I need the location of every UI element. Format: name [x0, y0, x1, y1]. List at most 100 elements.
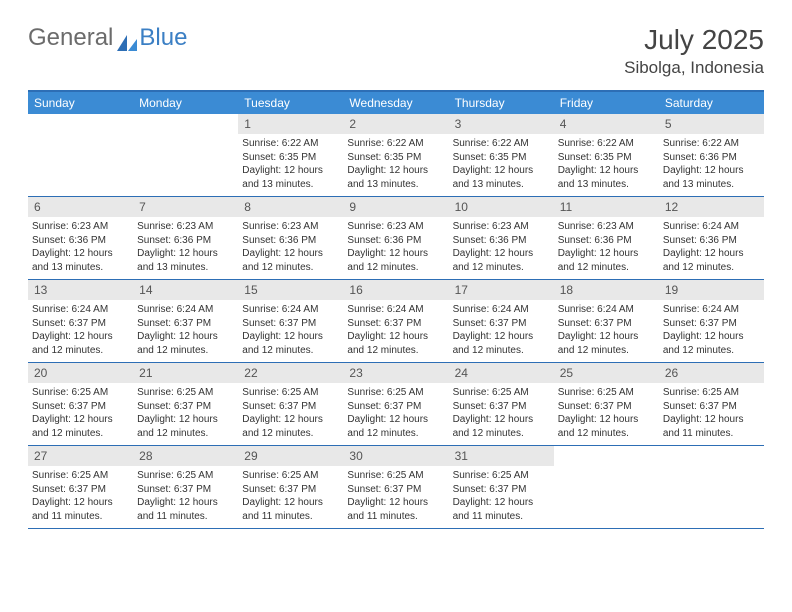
weekday-header: Friday [554, 92, 659, 114]
sunset-line: Sunset: 6:37 PM [32, 400, 129, 414]
day-body: Sunrise: 6:22 AMSunset: 6:36 PMDaylight:… [659, 134, 764, 195]
empty-day-cell [659, 446, 764, 528]
day-body: Sunrise: 6:25 AMSunset: 6:37 PMDaylight:… [343, 383, 448, 444]
day-cell: 9Sunrise: 6:23 AMSunset: 6:36 PMDaylight… [343, 197, 448, 279]
sunrise-line: Sunrise: 6:24 AM [453, 303, 550, 317]
day-body: Sunrise: 6:23 AMSunset: 6:36 PMDaylight:… [343, 217, 448, 278]
day-number: 7 [133, 197, 238, 217]
day-number: 13 [28, 280, 133, 300]
day-cell: 2Sunrise: 6:22 AMSunset: 6:35 PMDaylight… [343, 114, 448, 196]
daylight-line: Daylight: 12 hours and 12 minutes. [453, 247, 550, 274]
sunset-line: Sunset: 6:37 PM [242, 483, 339, 497]
sunset-line: Sunset: 6:37 PM [558, 317, 655, 331]
day-cell: 24Sunrise: 6:25 AMSunset: 6:37 PMDayligh… [449, 363, 554, 445]
sunset-line: Sunset: 6:36 PM [242, 234, 339, 248]
sunset-line: Sunset: 6:36 PM [347, 234, 444, 248]
day-body: Sunrise: 6:25 AMSunset: 6:37 PMDaylight:… [238, 383, 343, 444]
day-cell: 21Sunrise: 6:25 AMSunset: 6:37 PMDayligh… [133, 363, 238, 445]
sunrise-line: Sunrise: 6:24 AM [242, 303, 339, 317]
daylight-line: Daylight: 12 hours and 12 minutes. [663, 330, 760, 357]
day-body: Sunrise: 6:25 AMSunset: 6:37 PMDaylight:… [554, 383, 659, 444]
sunrise-line: Sunrise: 6:25 AM [242, 469, 339, 483]
day-cell: 23Sunrise: 6:25 AMSunset: 6:37 PMDayligh… [343, 363, 448, 445]
day-number: 2 [343, 114, 448, 134]
empty-day-cell [554, 446, 659, 528]
sunrise-line: Sunrise: 6:23 AM [558, 220, 655, 234]
sunset-line: Sunset: 6:37 PM [663, 400, 760, 414]
daylight-line: Daylight: 12 hours and 12 minutes. [558, 247, 655, 274]
week-row: 1 Sunrise: 6:22 AMSunset: 6:35 PMDaylight… [28, 114, 764, 197]
day-cell: 13Sunrise: 6:24 AMSunset: 6:37 PMDayligh… [28, 280, 133, 362]
daylight-line: Daylight: 12 hours and 12 minutes. [453, 413, 550, 440]
weekday-header: Saturday [659, 92, 764, 114]
day-body: Sunrise: 6:25 AMSunset: 6:37 PMDaylight:… [449, 383, 554, 444]
day-cell: 7Sunrise: 6:23 AMSunset: 6:36 PMDaylight… [133, 197, 238, 279]
sunrise-line: Sunrise: 6:25 AM [32, 469, 129, 483]
day-number: 23 [343, 363, 448, 383]
day-number: 5 [659, 114, 764, 134]
weekday-header: Tuesday [238, 92, 343, 114]
sunset-line: Sunset: 6:37 PM [347, 400, 444, 414]
sunrise-line: Sunrise: 6:25 AM [558, 386, 655, 400]
sunset-line: Sunset: 6:37 PM [453, 400, 550, 414]
sunrise-line: Sunrise: 6:25 AM [347, 469, 444, 483]
sunrise-line: Sunrise: 6:24 AM [137, 303, 234, 317]
sunrise-line: Sunrise: 6:25 AM [137, 386, 234, 400]
sunrise-line: Sunrise: 6:25 AM [32, 386, 129, 400]
daylight-line: Daylight: 12 hours and 12 minutes. [558, 413, 655, 440]
sunrise-line: Sunrise: 6:25 AM [453, 469, 550, 483]
day-body: Sunrise: 6:22 AMSunset: 6:35 PMDaylight:… [554, 134, 659, 195]
sunset-line: Sunset: 6:37 PM [347, 317, 444, 331]
day-number: 16 [343, 280, 448, 300]
day-cell: 31Sunrise: 6:25 AMSunset: 6:37 PMDayligh… [449, 446, 554, 528]
day-cell: 17Sunrise: 6:24 AMSunset: 6:37 PMDayligh… [449, 280, 554, 362]
day-number: 29 [238, 446, 343, 466]
daylight-line: Daylight: 12 hours and 12 minutes. [242, 247, 339, 274]
day-cell: 8Sunrise: 6:23 AMSunset: 6:36 PMDaylight… [238, 197, 343, 279]
weekday-header: Monday [133, 92, 238, 114]
day-body: Sunrise: 6:24 AMSunset: 6:37 PMDaylight:… [133, 300, 238, 361]
daylight-line: Daylight: 12 hours and 11 minutes. [137, 496, 234, 523]
day-body: Sunrise: 6:25 AMSunset: 6:37 PMDaylight:… [449, 466, 554, 527]
day-cell: 6Sunrise: 6:23 AMSunset: 6:36 PMDaylight… [28, 197, 133, 279]
day-body: Sunrise: 6:25 AMSunset: 6:37 PMDaylight:… [238, 466, 343, 527]
day-number: 4 [554, 114, 659, 134]
brand-part1: General [28, 24, 113, 52]
day-number: 22 [238, 363, 343, 383]
daylight-line: Daylight: 12 hours and 12 minutes. [137, 413, 234, 440]
day-cell: 29Sunrise: 6:25 AMSunset: 6:37 PMDayligh… [238, 446, 343, 528]
week-row: 6Sunrise: 6:23 AMSunset: 6:36 PMDaylight… [28, 197, 764, 280]
daylight-line: Daylight: 12 hours and 12 minutes. [242, 330, 339, 357]
sunrise-line: Sunrise: 6:23 AM [242, 220, 339, 234]
daylight-line: Daylight: 12 hours and 13 minutes. [558, 164, 655, 191]
day-number: 28 [133, 446, 238, 466]
calendar-grid: SundayMondayTuesdayWednesdayThursdayFrid… [28, 90, 764, 529]
day-cell: 30Sunrise: 6:25 AMSunset: 6:37 PMDayligh… [343, 446, 448, 528]
day-cell: 27Sunrise: 6:25 AMSunset: 6:37 PMDayligh… [28, 446, 133, 528]
title-block: July 2025 Sibolga, Indonesia [624, 24, 764, 78]
day-number: 1 [238, 114, 343, 134]
sunset-line: Sunset: 6:37 PM [663, 317, 760, 331]
daylight-line: Daylight: 12 hours and 12 minutes. [663, 247, 760, 274]
week-row: 13Sunrise: 6:24 AMSunset: 6:37 PMDayligh… [28, 280, 764, 363]
daylight-line: Daylight: 12 hours and 13 minutes. [137, 247, 234, 274]
day-body: Sunrise: 6:23 AMSunset: 6:36 PMDaylight:… [554, 217, 659, 278]
day-number: 25 [554, 363, 659, 383]
day-number: 18 [554, 280, 659, 300]
day-number: 10 [449, 197, 554, 217]
day-cell: 4Sunrise: 6:22 AMSunset: 6:35 PMDaylight… [554, 114, 659, 196]
daylight-line: Daylight: 12 hours and 12 minutes. [242, 413, 339, 440]
sunrise-line: Sunrise: 6:25 AM [663, 386, 760, 400]
daylight-line: Daylight: 12 hours and 12 minutes. [347, 330, 444, 357]
daylight-line: Daylight: 12 hours and 13 minutes. [663, 164, 760, 191]
day-cell: 15Sunrise: 6:24 AMSunset: 6:37 PMDayligh… [238, 280, 343, 362]
sunset-line: Sunset: 6:37 PM [242, 317, 339, 331]
day-cell: 18Sunrise: 6:24 AMSunset: 6:37 PMDayligh… [554, 280, 659, 362]
sunset-line: Sunset: 6:37 PM [453, 483, 550, 497]
week-row: 20Sunrise: 6:25 AMSunset: 6:37 PMDayligh… [28, 363, 764, 446]
daylight-line: Daylight: 12 hours and 13 minutes. [32, 247, 129, 274]
day-cell: 10Sunrise: 6:23 AMSunset: 6:36 PMDayligh… [449, 197, 554, 279]
sunset-line: Sunset: 6:36 PM [558, 234, 655, 248]
day-body: Sunrise: 6:25 AMSunset: 6:37 PMDaylight:… [28, 466, 133, 527]
sunset-line: Sunset: 6:35 PM [347, 151, 444, 165]
